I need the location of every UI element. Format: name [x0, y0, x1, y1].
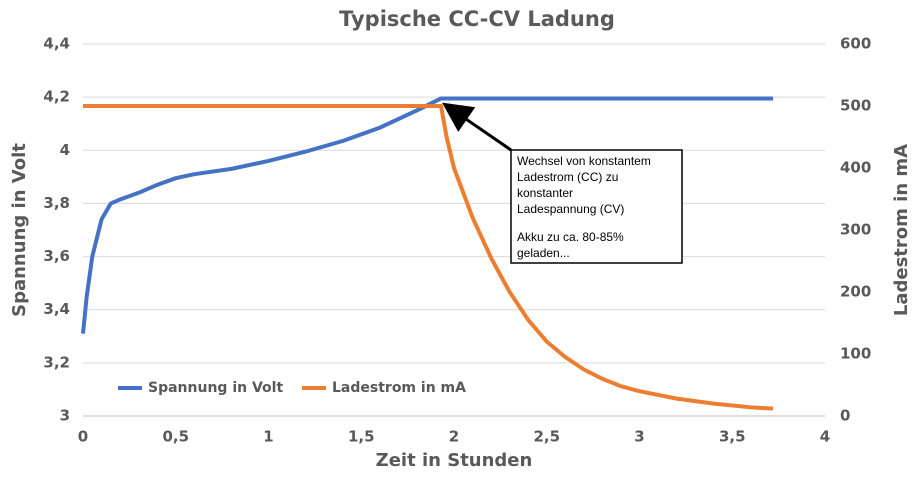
y2-tick-label: 100 [840, 345, 871, 363]
annotation-text: geladen... [517, 246, 570, 260]
x-axis-label: Zeit in Stunden [376, 450, 533, 471]
y-tick-label: 3,4 [43, 300, 70, 318]
y2-tick-label: 0 [840, 407, 850, 425]
y2-axis-label: Ladestrom in mA [891, 144, 912, 316]
x-tick-label: 3 [634, 428, 644, 446]
x-tick-label: 2,5 [533, 428, 560, 446]
chart-title: Typische CC-CV Ladung [339, 7, 615, 31]
x-tick-label: 3,5 [719, 428, 746, 446]
annotation-text: konstanter [517, 186, 573, 200]
y-tick-label: 3,8 [43, 194, 70, 212]
data-line [81, 96, 774, 334]
y-axis-label: Spannung in Volt [9, 143, 30, 317]
x-tick-label: 1,5 [348, 428, 375, 446]
y-tick-label: 3,2 [43, 353, 70, 371]
x-tick-label: 1 [263, 428, 273, 446]
y-tick-label: 3 [60, 407, 70, 425]
x-tick-label: 0 [78, 428, 88, 446]
annotation-arrow [442, 102, 512, 152]
annotation-text: Ladestrom (CC) zu [517, 170, 618, 184]
x-tick-label: 2 [449, 428, 459, 446]
y2-tick-label: 400 [840, 159, 871, 177]
annotation-box [510, 149, 683, 264]
data-line [83, 104, 774, 411]
y2-tick-label: 600 [840, 35, 871, 53]
legend-label: Ladestrom in mA [332, 380, 466, 396]
y2-tick-label: 200 [840, 283, 871, 301]
legend-label: Spannung in Volt [148, 380, 283, 396]
y2-tick-label: 300 [840, 221, 871, 239]
y-tick-label: 4,2 [43, 88, 70, 106]
annotation-text: Wechsel von konstantem [517, 154, 651, 168]
y2-tick-label: 500 [840, 97, 871, 115]
y-tick-label: 4,4 [43, 35, 70, 53]
y-tick-label: 3,6 [43, 247, 70, 265]
x-tick-label: 4 [820, 428, 830, 446]
x-tick-label: 0,5 [162, 428, 189, 446]
annotation-text: Akku zu ca. 80-85% [517, 230, 624, 244]
annotation-text: Ladespannung (CV) [517, 202, 624, 216]
y-tick-label: 4 [60, 141, 70, 159]
